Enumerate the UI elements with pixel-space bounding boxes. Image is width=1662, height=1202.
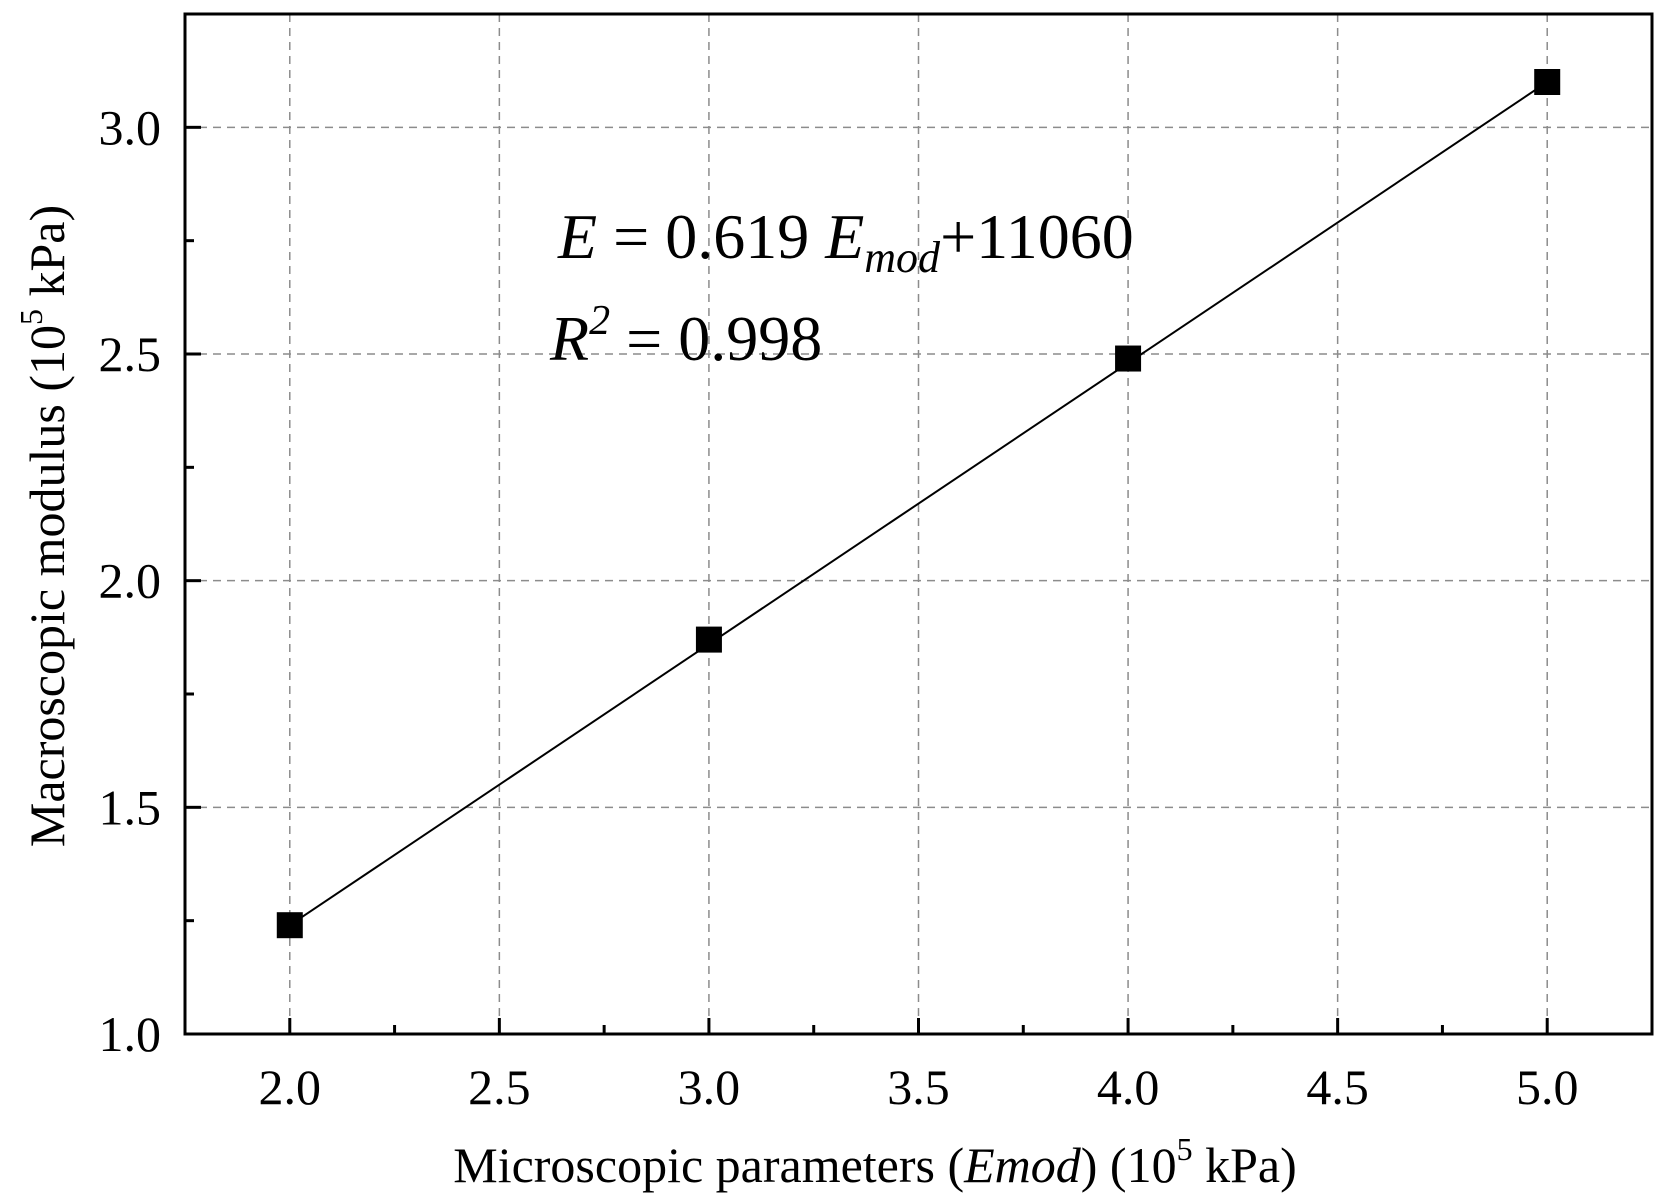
y-tick-label: 2.0 [99, 553, 162, 609]
data-points [276, 69, 1561, 939]
x-tick-label: 2.0 [259, 1059, 322, 1115]
ticks [185, 125, 1549, 1036]
x-tick-label: 4.5 [1306, 1059, 1369, 1115]
fit-line [289, 81, 1548, 927]
y-tick-labels: 1.0 1.5 2.0 2.5 3.0 [99, 99, 162, 1062]
x-tick-label: 2.5 [468, 1059, 531, 1115]
y-axis-title: Macroscopic modulus (105 kPa) [13, 205, 75, 847]
fit-equation: E = 0.619 Emod+11060 [557, 201, 1134, 282]
y-tick-label: 1.0 [99, 1006, 162, 1062]
y-tick-label: 3.0 [99, 99, 162, 155]
y-tick-label: 2.5 [99, 326, 162, 382]
data-point-marker [276, 912, 303, 939]
x-axis-title: Microscopic parameters (Emod) (105 kPa) [453, 1131, 1297, 1193]
data-point-marker [1115, 345, 1142, 372]
x-tick-labels: 2.0 2.5 3.0 3.5 4.0 4.5 5.0 [259, 1059, 1579, 1115]
grid [185, 14, 1652, 1034]
x-tick-label: 4.0 [1097, 1059, 1160, 1115]
r-squared: R2 = 0.998 [549, 298, 822, 374]
x-tick-label: 3.5 [887, 1059, 950, 1115]
x-tick-label: 3.0 [678, 1059, 741, 1115]
data-point-marker [1534, 69, 1561, 95]
x-tick-label: 5.0 [1516, 1059, 1579, 1115]
data-point-marker [695, 626, 722, 653]
y-tick-label: 1.5 [99, 779, 162, 835]
fit-line-group [289, 81, 1548, 927]
